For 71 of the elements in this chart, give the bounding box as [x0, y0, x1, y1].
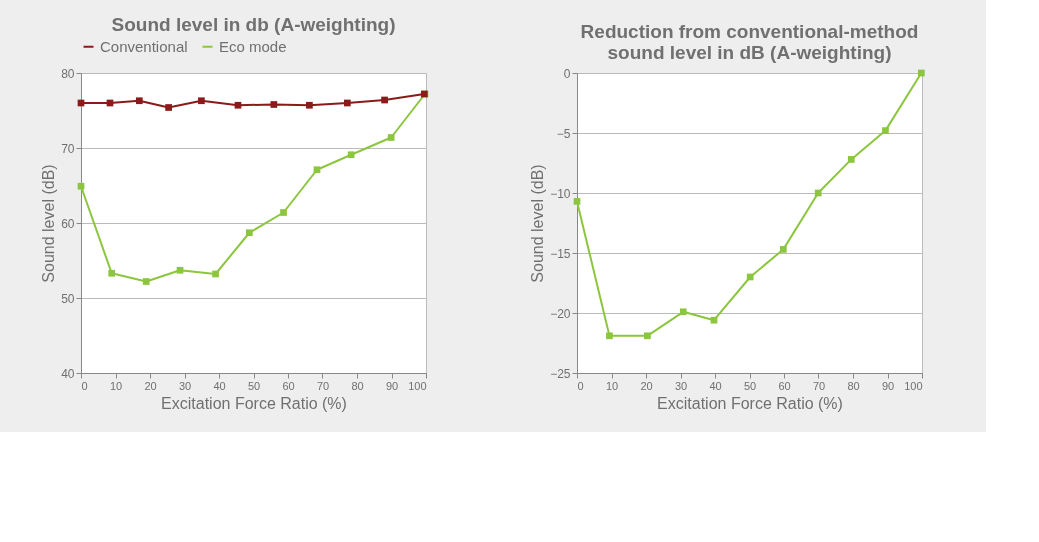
point	[306, 101, 313, 109]
y-tick-label: 0	[563, 66, 571, 81]
y-tick-label: 80	[61, 66, 75, 81]
x-tick-label: 100	[904, 379, 923, 392]
x-tick-label: 70	[316, 379, 330, 392]
legend-label: Conventional	[100, 37, 188, 55]
point	[387, 134, 395, 141]
point	[679, 308, 687, 316]
point	[814, 189, 822, 197]
point	[343, 99, 351, 107]
y-tick-label: 60	[61, 216, 75, 231]
point	[347, 151, 355, 159]
text: sound level in dB (A-weighting)	[607, 42, 892, 63]
point	[198, 97, 205, 105]
x-tick-label: 10	[605, 379, 619, 392]
y-tick-label: 40	[61, 366, 75, 381]
point	[165, 104, 172, 111]
y-tick-label: 50	[61, 291, 75, 306]
x-tick-label: 0	[81, 379, 88, 392]
x-tick-label: 40	[709, 379, 722, 392]
x-tick-label: 50	[247, 379, 261, 392]
y-tick-label: −5	[556, 126, 571, 141]
point	[313, 166, 321, 174]
point	[746, 273, 754, 281]
point	[573, 198, 581, 205]
point	[917, 69, 925, 77]
point	[142, 278, 150, 285]
y-axis-title: Sound level (dB)	[40, 164, 58, 283]
point	[212, 270, 219, 278]
point	[847, 156, 855, 163]
x-tick-label: 30	[178, 379, 192, 392]
point	[280, 209, 287, 216]
point	[234, 101, 242, 109]
x-tick-label: 30	[674, 379, 688, 392]
point	[135, 97, 143, 105]
x-tick-label: 80	[351, 379, 364, 392]
y-tick-label: 70	[61, 141, 75, 156]
x-tick-label: 50	[743, 379, 757, 392]
x-tick-label: 100	[408, 379, 427, 392]
point	[710, 316, 718, 324]
point	[779, 246, 787, 253]
x-tick-label: 60	[778, 379, 791, 392]
point	[381, 96, 388, 104]
y-tick-label: −15	[550, 246, 571, 261]
legend-label: Eco mode	[219, 37, 287, 55]
x-tick-label: 80	[847, 379, 860, 392]
point	[246, 229, 253, 237]
text: Reduction from conventional-method	[580, 21, 919, 42]
chart-title: Sound level in db (A-weighting)	[111, 14, 396, 35]
x-tick-label: 20	[640, 379, 653, 392]
x-axis-title: Excitation Force Ratio (%)	[657, 394, 843, 412]
point	[606, 332, 613, 340]
x-tick-label: 90	[385, 379, 399, 392]
x-tick-label: 70	[812, 379, 826, 392]
x-tick-label: 10	[109, 379, 123, 392]
point	[176, 266, 184, 274]
y-axis-title: Sound level (dB)	[529, 164, 547, 283]
x-tick-label: 40	[213, 379, 226, 392]
point	[270, 101, 278, 108]
x-tick-label: 90	[881, 379, 895, 392]
x-tick-label: 60	[282, 379, 295, 392]
point	[644, 332, 651, 340]
point	[77, 182, 85, 190]
point	[882, 127, 889, 134]
y-tick-label: −25	[550, 366, 571, 381]
y-tick-label: −20	[550, 306, 571, 321]
x-tick-label: 20	[144, 379, 157, 392]
x-tick-label: 0	[577, 379, 584, 392]
point	[108, 269, 116, 277]
y-tick-label: −10	[550, 186, 571, 201]
x-axis-title: Excitation Force Ratio (%)	[161, 394, 347, 412]
